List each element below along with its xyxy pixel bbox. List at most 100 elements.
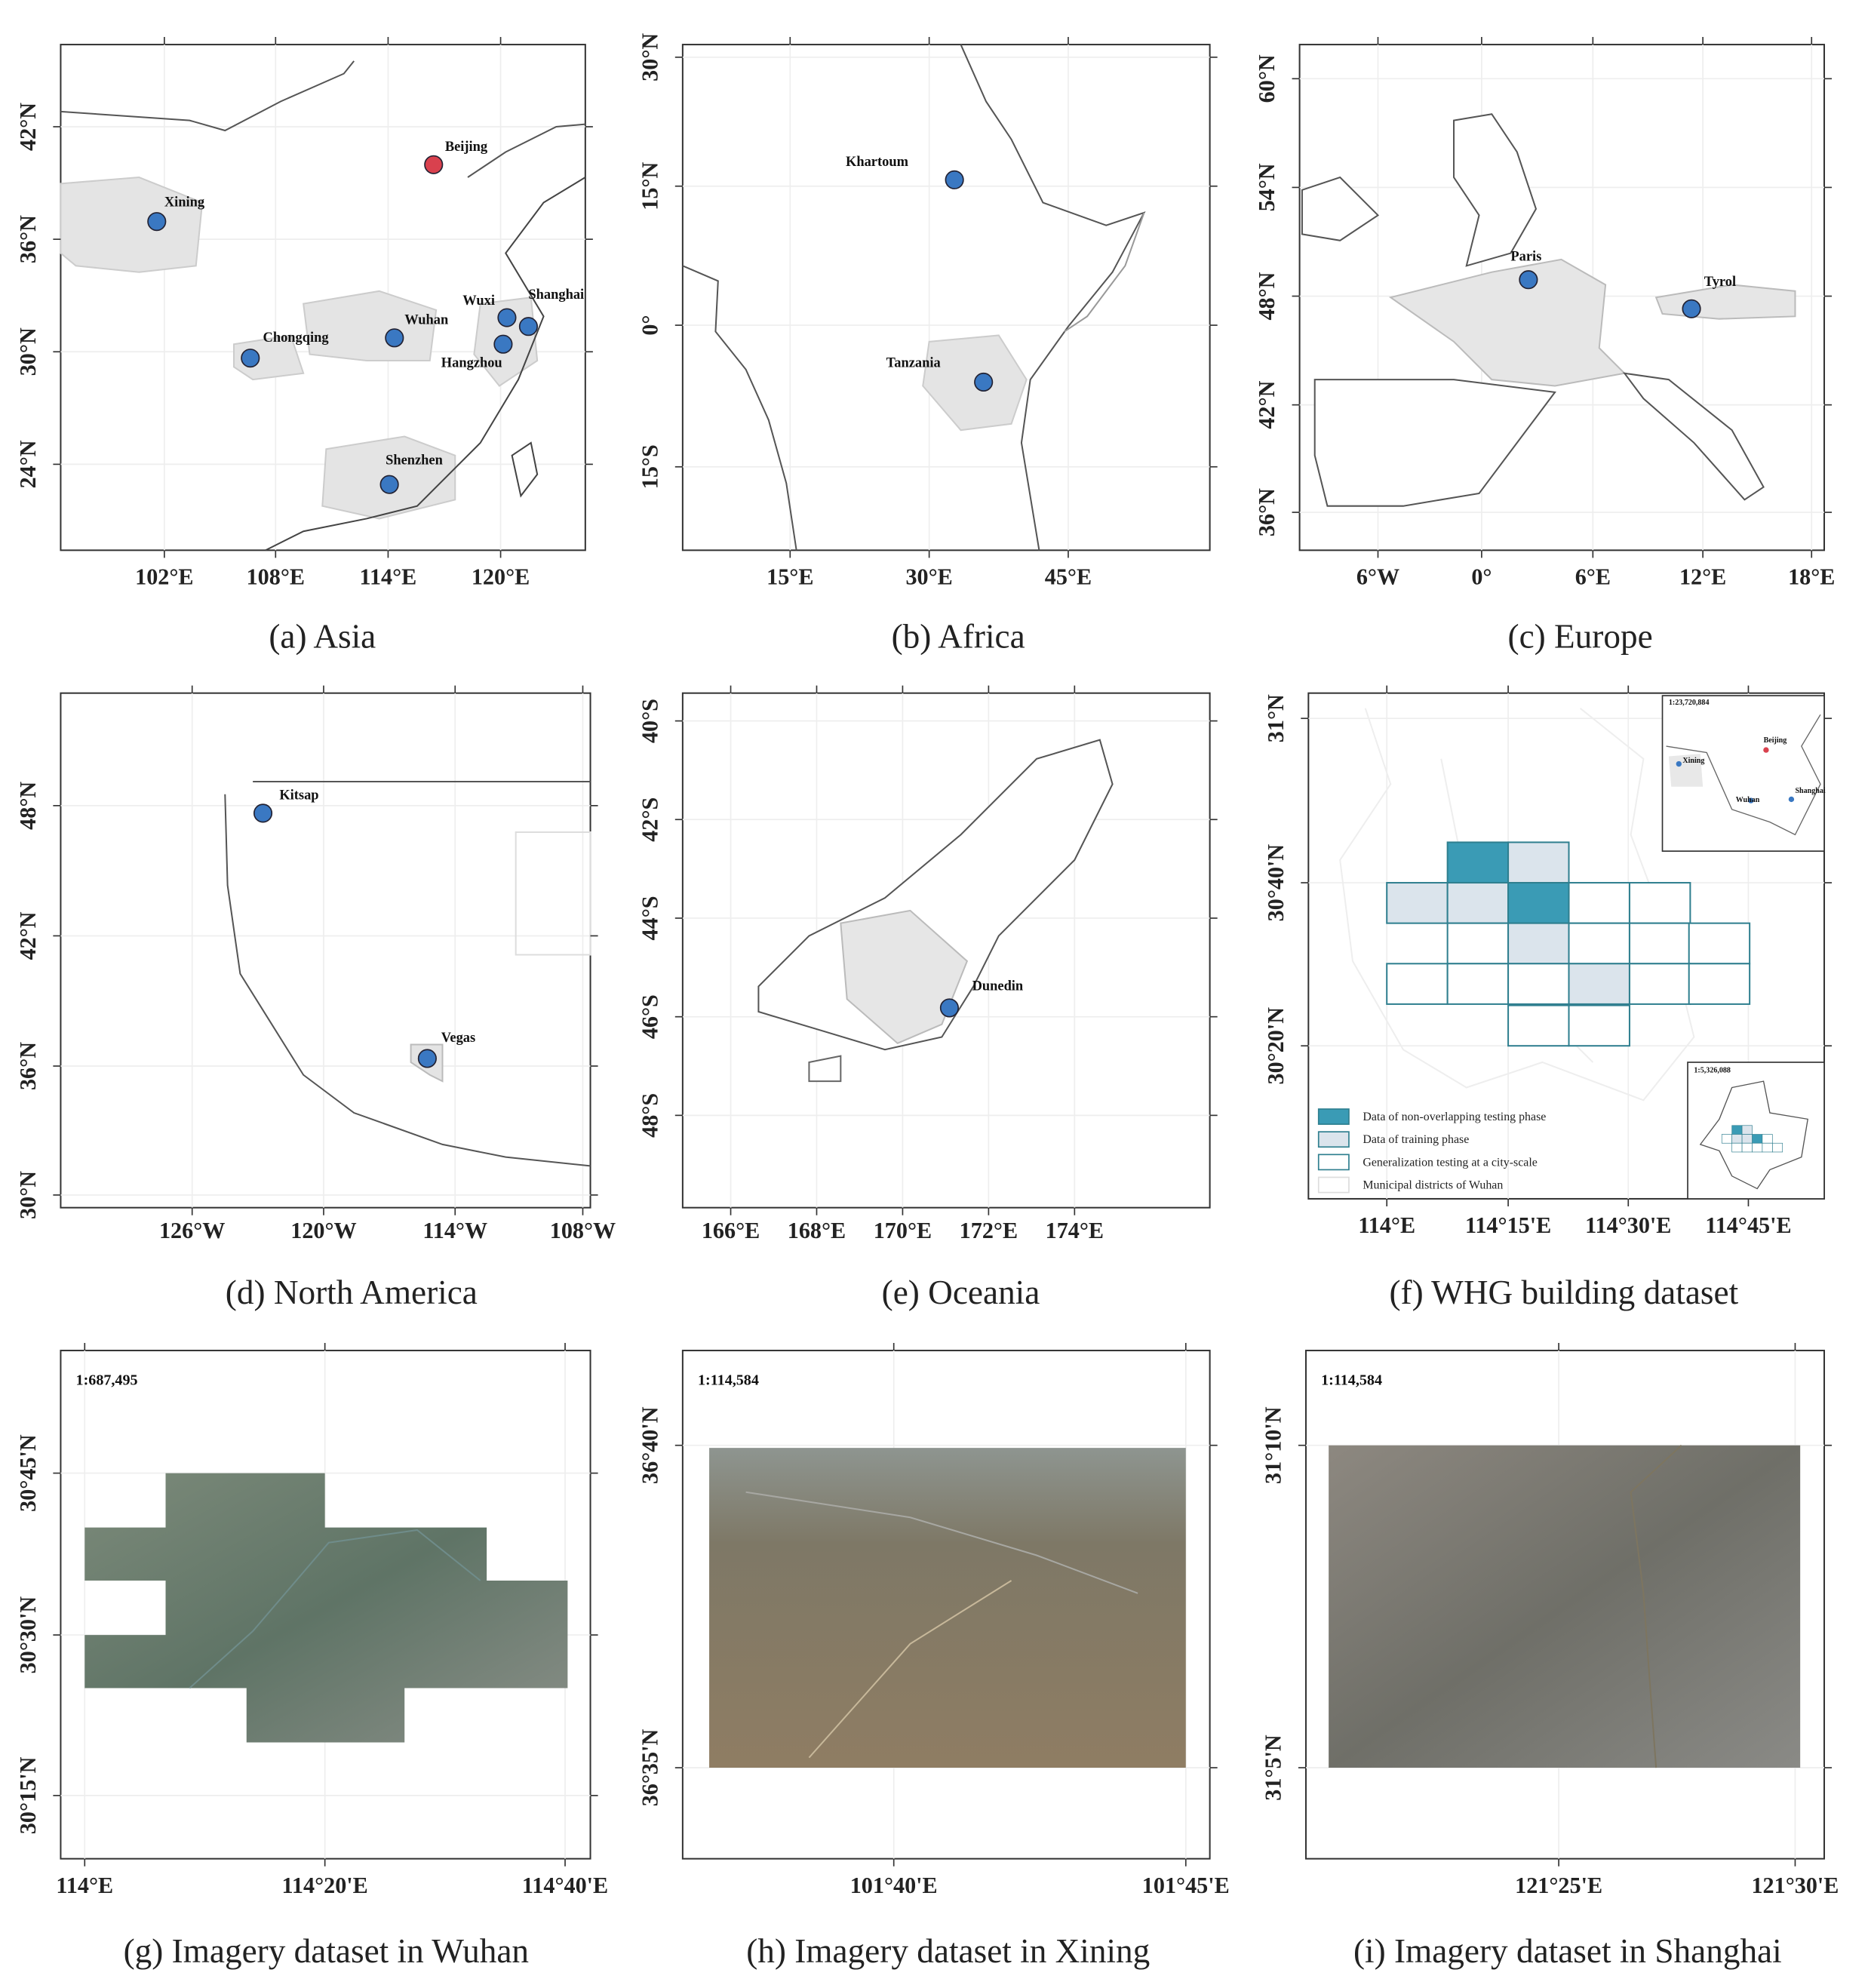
grid-cell [1568, 963, 1630, 1005]
place-label: Hangzhou [441, 355, 502, 370]
grid-cell [1507, 1004, 1570, 1047]
x-tick-label: 114°E [1358, 1212, 1415, 1238]
place-label: Khartoum [846, 154, 909, 169]
map-shape [467, 123, 585, 178]
inset-cell [1752, 1142, 1763, 1153]
map-frame [681, 44, 1211, 552]
place-marker [497, 308, 517, 327]
inset-place-label: Xining [1682, 757, 1704, 765]
grid-cell [1568, 922, 1630, 965]
x-tick-label: 30°E [905, 564, 952, 590]
map-shape [60, 60, 355, 132]
legend-swatch [1317, 1154, 1350, 1171]
inset-cell [1731, 1134, 1743, 1144]
x-tick-label: 114°E [56, 1873, 113, 1898]
y-tick-label: 30°30'N [15, 1596, 41, 1674]
place-label: Xining [164, 195, 205, 210]
inset-place-label: Wuhan [1736, 796, 1760, 804]
map-shape [265, 177, 586, 552]
map-frame [60, 692, 591, 1209]
y-tick-label: 42°N [1254, 380, 1280, 429]
x-tick-label: 114°30'E [1585, 1212, 1671, 1238]
place-marker [241, 349, 260, 368]
map-scale: 1:114,584 [1321, 1372, 1382, 1388]
grid-cell [1507, 963, 1570, 1005]
place-marker [379, 475, 399, 494]
grid-cell [1446, 882, 1510, 924]
place-label: Shanghai [528, 287, 584, 302]
place-label: Tanzania [886, 355, 941, 370]
map-shape [224, 794, 591, 1167]
map-shape [1313, 379, 1556, 507]
y-tick-label: 30°15'N [15, 1756, 41, 1834]
inset-cell [1721, 1134, 1733, 1144]
legend-label: Generalization testing at a city-scale [1363, 1156, 1537, 1169]
place-label: Kitsap [279, 787, 318, 802]
map-shape [1453, 113, 1538, 267]
place-marker [424, 155, 444, 174]
x-tick-label: 126°W [159, 1218, 225, 1243]
map-shape [808, 1580, 1012, 1759]
inset-cell [1731, 1142, 1743, 1153]
x-tick-label: 121°30'E [1751, 1873, 1839, 1898]
map-shape [515, 831, 591, 956]
y-tick-label: 44°S [637, 896, 662, 940]
place-label: Tyrol [1704, 274, 1736, 289]
place-marker [945, 170, 964, 189]
caption: (g) Imagery dataset in Wuhan [124, 1932, 529, 1970]
x-tick-label: 102°E [135, 564, 193, 590]
grid-cell [1688, 922, 1751, 965]
x-tick-label: 45°E [1045, 564, 1092, 590]
map-shape [60, 176, 204, 273]
inset-place-label: Shanghai [1795, 787, 1825, 795]
y-tick-label: 60°N [1254, 54, 1280, 103]
y-tick-label: 0° [637, 315, 662, 335]
y-tick-label: 36°N [15, 1042, 41, 1090]
place-marker [1682, 299, 1701, 318]
inset-place-marker [1676, 760, 1682, 767]
y-tick-label: 54°N [1254, 163, 1280, 211]
map-shape [84, 1473, 568, 1743]
x-tick-label: 6°W [1356, 564, 1399, 590]
map-shape [232, 334, 305, 381]
inset-cell [1731, 1125, 1743, 1135]
y-tick-label: 40°S [637, 699, 662, 743]
caption: (i) Imagery dataset in Shanghai [1353, 1932, 1782, 1970]
x-tick-label: 120°E [472, 564, 530, 590]
y-tick-label: 15°S [637, 444, 662, 489]
caption: (b) Africa [892, 617, 1025, 655]
place-label: Wuhan [404, 312, 448, 327]
y-tick-label: 30°45'N [15, 1434, 41, 1512]
x-tick-label: 18°E [1788, 564, 1835, 590]
x-tick-label: 120°W [290, 1218, 356, 1243]
y-tick-label: 36°N [1254, 488, 1280, 536]
y-tick-label: 30°40'N [1263, 844, 1289, 922]
grid-cell [1628, 922, 1691, 965]
place-marker [939, 998, 959, 1018]
x-tick-label: 114°15'E [1465, 1212, 1551, 1238]
caption: (f) WHG building dataset [1389, 1274, 1738, 1311]
y-tick-label: 48°S [637, 1093, 662, 1138]
inset-place-label: Beijing [1764, 736, 1787, 745]
map-shape [1064, 212, 1145, 333]
grid-cell [1446, 963, 1510, 1005]
map-shape [1301, 176, 1380, 241]
inset-cell [1741, 1134, 1753, 1144]
map-scale: 1:114,584 [698, 1372, 759, 1388]
inset-cell [1762, 1142, 1773, 1153]
map-shape [189, 1529, 481, 1689]
y-tick-label: 31°5'N [1260, 1735, 1286, 1801]
inset-shape [1666, 714, 1821, 836]
x-tick-label: 114°45'E [1705, 1212, 1791, 1238]
legend-swatch [1317, 1176, 1350, 1194]
x-tick-label: 114°20'E [282, 1873, 368, 1898]
y-tick-label: 30°N [15, 327, 41, 376]
x-tick-label: 0° [1471, 564, 1492, 590]
map-scale: 1:687,495 [76, 1372, 138, 1388]
grid-cell [1507, 882, 1570, 924]
caption: (d) North America [226, 1274, 478, 1311]
x-tick-label: 114°E [360, 564, 417, 590]
map-shape [745, 1491, 1138, 1594]
inset-cell [1752, 1134, 1763, 1144]
grid-cell [1386, 882, 1449, 924]
